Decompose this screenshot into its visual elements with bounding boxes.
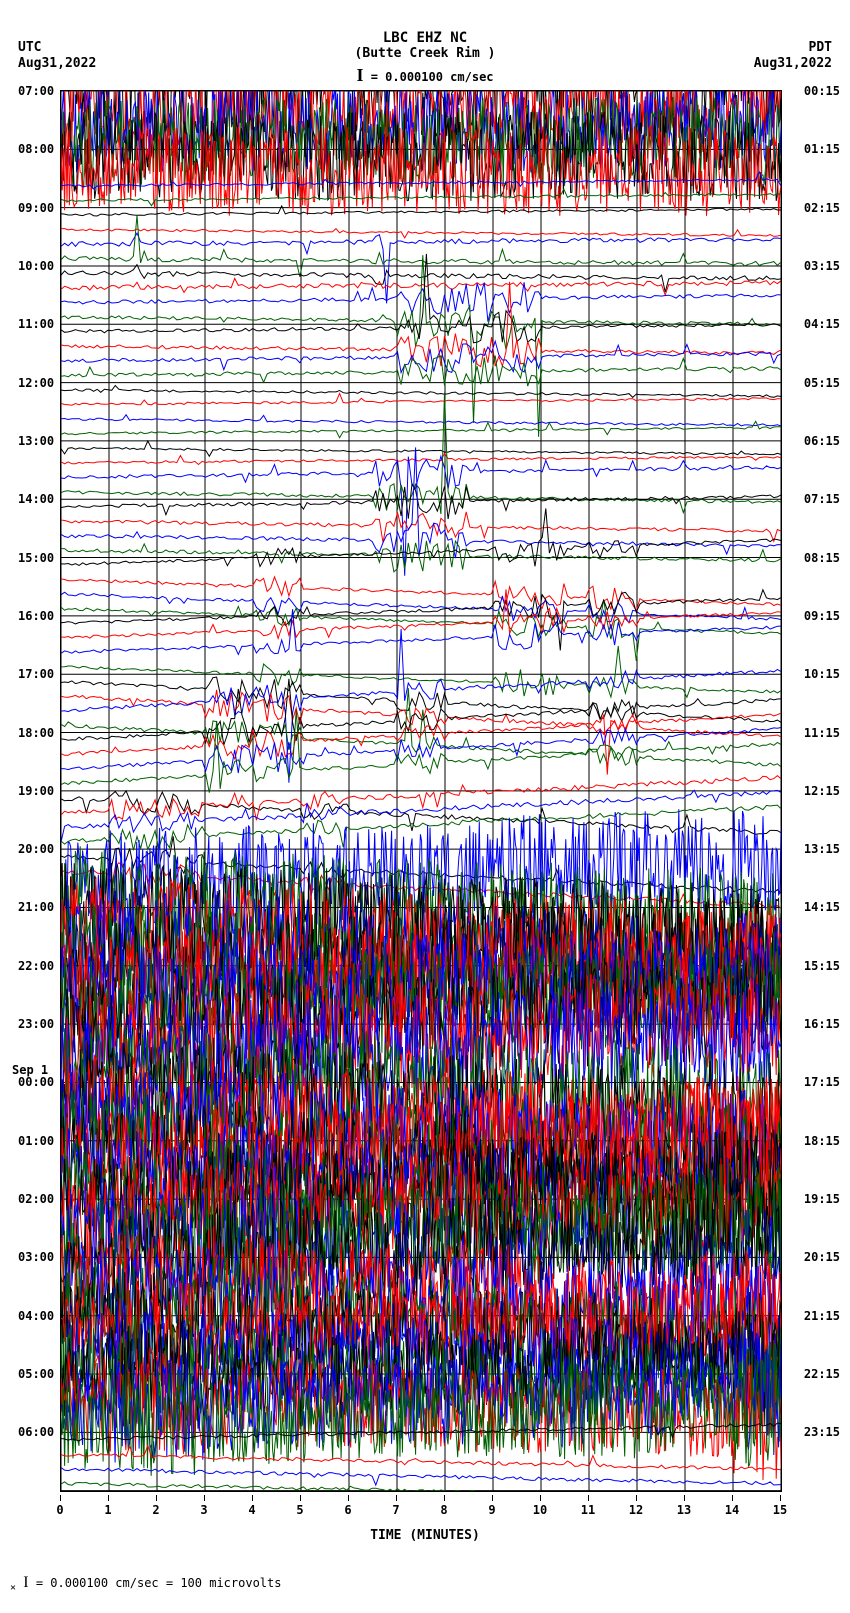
scale-marker: I = 0.000100 cm/sec xyxy=(0,65,850,86)
tz-right-label: PDT xyxy=(809,40,832,55)
y-label-left: 00:00 xyxy=(18,1075,54,1089)
y-label-left: 20:00 xyxy=(18,842,54,856)
y-label-right: 03:15 xyxy=(804,259,840,273)
x-tick-label: 9 xyxy=(488,1503,495,1517)
y-label-left: 23:00 xyxy=(18,1017,54,1031)
x-tick-label: 7 xyxy=(392,1503,399,1517)
y-label-left: 17:00 xyxy=(18,667,54,681)
y-label-left: 02:00 xyxy=(18,1192,54,1206)
date-change-label: Sep 1 xyxy=(12,1063,48,1077)
y-axis-left: 07:0008:0009:0010:0011:0012:0013:0014:00… xyxy=(12,90,60,1490)
y-axis-right: 00:1501:1502:1503:1504:1505:1506:1507:15… xyxy=(792,90,840,1490)
y-label-left: 08:00 xyxy=(18,142,54,156)
y-label-left: 01:00 xyxy=(18,1134,54,1148)
y-label-right: 18:15 xyxy=(804,1134,840,1148)
y-label-right: 04:15 xyxy=(804,317,840,331)
y-label-right: 02:15 xyxy=(804,201,840,215)
y-label-left: 03:00 xyxy=(18,1250,54,1264)
y-label-right: 09:15 xyxy=(804,609,840,623)
y-label-left: 16:00 xyxy=(18,609,54,623)
x-tick-label: 12 xyxy=(629,1503,643,1517)
y-label-left: 19:00 xyxy=(18,784,54,798)
y-label-right: 07:15 xyxy=(804,492,840,506)
x-tick-label: 2 xyxy=(152,1503,159,1517)
x-axis-title: TIME (MINUTES) xyxy=(0,1528,850,1543)
x-tick-label: 6 xyxy=(344,1503,351,1517)
y-label-left: 09:00 xyxy=(18,201,54,215)
y-label-right: 14:15 xyxy=(804,900,840,914)
tz-left-label: UTC xyxy=(18,40,41,55)
y-label-left: 18:00 xyxy=(18,726,54,740)
y-label-right: 06:15 xyxy=(804,434,840,448)
y-label-right: 05:15 xyxy=(804,376,840,390)
y-label-left: 22:00 xyxy=(18,959,54,973)
y-label-right: 17:15 xyxy=(804,1075,840,1089)
y-label-left: 05:00 xyxy=(18,1367,54,1381)
station-title: LBC EHZ NC xyxy=(0,30,850,46)
y-label-right: 20:15 xyxy=(804,1250,840,1264)
y-label-left: 04:00 xyxy=(18,1309,54,1323)
y-label-right: 12:15 xyxy=(804,784,840,798)
x-tick-label: 3 xyxy=(200,1503,207,1517)
x-tick-label: 0 xyxy=(56,1503,63,1517)
y-label-left: 15:00 xyxy=(18,551,54,565)
y-label-right: 15:15 xyxy=(804,959,840,973)
x-tick-label: 8 xyxy=(440,1503,447,1517)
x-tick-label: 15 xyxy=(773,1503,787,1517)
y-label-left: 07:00 xyxy=(18,84,54,98)
y-label-right: 10:15 xyxy=(804,667,840,681)
y-label-left: 21:00 xyxy=(18,900,54,914)
y-label-right: 23:15 xyxy=(804,1425,840,1439)
seismogram-plot xyxy=(60,90,782,1492)
y-label-left: 13:00 xyxy=(18,434,54,448)
y-label-left: 12:00 xyxy=(18,376,54,390)
y-label-left: 14:00 xyxy=(18,492,54,506)
y-label-right: 00:15 xyxy=(804,84,840,98)
y-label-right: 08:15 xyxy=(804,551,840,565)
y-label-right: 22:15 xyxy=(804,1367,840,1381)
y-label-left: 10:00 xyxy=(18,259,54,273)
x-axis: 0123456789101112131415 xyxy=(60,1495,780,1525)
date-left-label: Aug31,2022 xyxy=(18,56,96,71)
y-label-right: 19:15 xyxy=(804,1192,840,1206)
y-label-right: 16:15 xyxy=(804,1017,840,1031)
footer-scale: × I = 0.000100 cm/sec = 100 microvolts xyxy=(10,1574,281,1593)
station-subtitle: (Butte Creek Rim ) xyxy=(0,46,850,61)
x-tick-label: 10 xyxy=(533,1503,547,1517)
x-tick-label: 4 xyxy=(248,1503,255,1517)
date-right-label: Aug31,2022 xyxy=(754,56,832,71)
x-tick-label: 14 xyxy=(725,1503,739,1517)
x-tick-label: 11 xyxy=(581,1503,595,1517)
y-label-right: 11:15 xyxy=(804,726,840,740)
y-label-right: 01:15 xyxy=(804,142,840,156)
y-label-right: 13:15 xyxy=(804,842,840,856)
y-label-left: 06:00 xyxy=(18,1425,54,1439)
x-tick-label: 13 xyxy=(677,1503,691,1517)
x-tick-label: 1 xyxy=(104,1503,111,1517)
y-label-right: 21:15 xyxy=(804,1309,840,1323)
x-tick-label: 5 xyxy=(296,1503,303,1517)
y-label-left: 11:00 xyxy=(18,317,54,331)
